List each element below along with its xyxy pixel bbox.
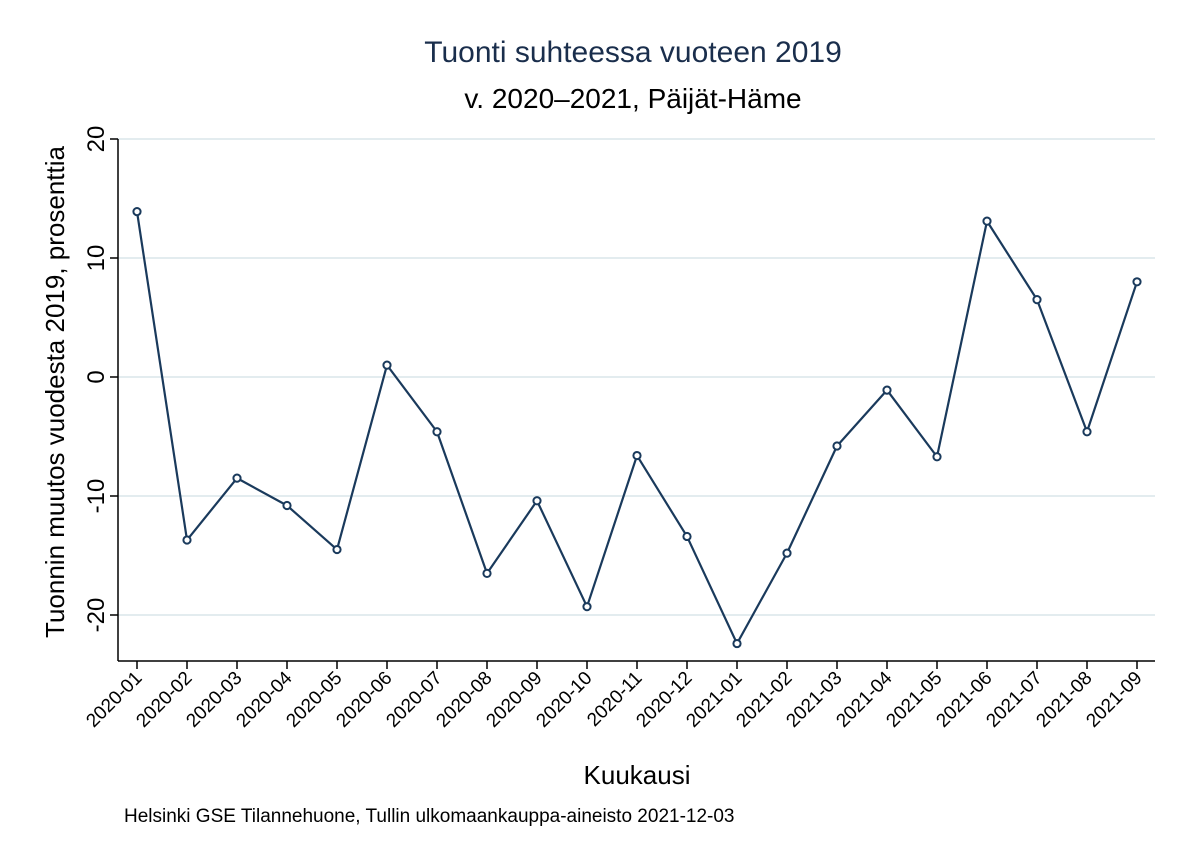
data-point: [882, 385, 892, 395]
data-point: [382, 360, 392, 370]
data-point: [582, 602, 592, 612]
y-tick-label: 10: [83, 245, 110, 272]
x-axis-title: Kuukausi: [584, 760, 691, 790]
data-point: [332, 544, 342, 555]
x-tick-label: 2021-09: [1082, 668, 1146, 732]
y-tick-label: 20: [83, 126, 110, 153]
data-point: [232, 473, 242, 483]
data-point: [432, 427, 442, 437]
y-axis-title: Tuonnin muutos vuodesta 2019, prosenttia: [40, 146, 70, 638]
data-point: [1032, 295, 1042, 305]
data-point: [132, 206, 142, 217]
data-point: [832, 441, 842, 451]
data-point: [782, 548, 792, 558]
x-tick-label: 2020-10: [532, 668, 596, 732]
data-point: [932, 452, 942, 462]
data-point: [482, 568, 492, 578]
plot-area: [132, 206, 1142, 649]
y-tick-label: -20: [83, 598, 110, 633]
chart-subtitle: v. 2020–2021, Päijät-Häme: [464, 83, 801, 114]
data-point: [632, 450, 642, 461]
data-point: [532, 496, 542, 506]
chart-title: Tuonti suhteessa vuoteen 2019: [424, 36, 842, 69]
y-tick-label: 0: [83, 370, 110, 383]
data-point: [682, 531, 692, 542]
data-point: [282, 500, 292, 511]
data-point: [732, 638, 742, 649]
data-point: [982, 216, 992, 226]
data-point: [1082, 427, 1092, 437]
y-tick-label: -10: [83, 479, 110, 514]
source-note: Helsinki GSE Tilannehuone, Tullin ulkoma…: [124, 806, 735, 827]
series-line: [135, 211, 1139, 645]
data-point: [1132, 277, 1142, 287]
grid-lines: [118, 138, 1155, 616]
data-point: [182, 535, 192, 545]
axes: 20100-10-202020-012020-022020-032020-042…: [82, 126, 1155, 732]
